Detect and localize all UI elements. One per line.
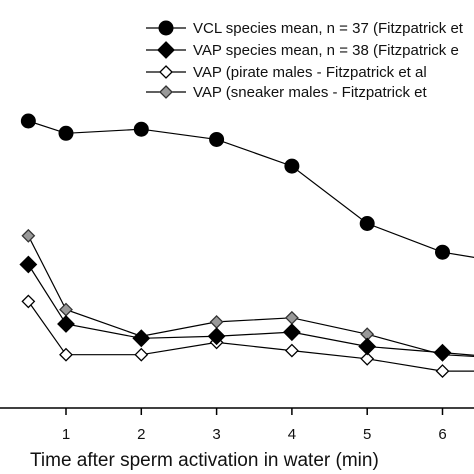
legend-item: VCL species mean, n = 37 (Fitzpatrick et bbox=[146, 20, 464, 37]
x-tick-label: 3 bbox=[212, 426, 220, 443]
legend-label: VAP (sneaker males - Fitzpatrick et bbox=[193, 84, 428, 101]
data-point bbox=[284, 158, 300, 174]
data-point bbox=[20, 113, 36, 129]
data-point bbox=[284, 310, 299, 325]
series-line bbox=[27, 235, 474, 358]
x-tick-label: 5 bbox=[363, 426, 371, 443]
series-line bbox=[27, 264, 474, 356]
legend-item: VAP (sneaker males - Fitzpatrick et bbox=[146, 84, 428, 101]
data-point bbox=[133, 121, 149, 137]
data-point bbox=[284, 343, 299, 358]
x-tick-label: 2 bbox=[137, 426, 145, 443]
x-tick-label: 1 bbox=[62, 426, 70, 443]
legend-label: VAP species mean, n = 38 (Fitzpatrick e bbox=[193, 42, 459, 59]
data-point bbox=[59, 302, 73, 317]
data-point bbox=[209, 131, 225, 147]
x-axis-label: Time after sperm activation in water (mi… bbox=[30, 450, 379, 471]
x-tick-label: 4 bbox=[288, 426, 296, 443]
data-point bbox=[207, 327, 226, 346]
data-point bbox=[19, 255, 38, 274]
legend-label: VAP (pirate males - Fitzpatrick et al bbox=[193, 64, 427, 81]
data-point bbox=[209, 314, 224, 329]
legend-label: VCL species mean, n = 37 (Fitzpatrick et bbox=[193, 20, 464, 37]
data-point bbox=[134, 347, 149, 362]
series-line bbox=[27, 301, 474, 372]
legend-marker bbox=[159, 85, 173, 99]
data-point bbox=[59, 347, 73, 362]
series-2 bbox=[19, 255, 474, 362]
data-point bbox=[21, 294, 36, 309]
legend-marker bbox=[157, 41, 175, 59]
series-line bbox=[28, 120, 474, 258]
data-point bbox=[358, 337, 377, 356]
series-1 bbox=[20, 113, 474, 260]
legend: VCL species mean, n = 37 (Fitzpatrick et… bbox=[146, 20, 464, 101]
data-point bbox=[132, 329, 151, 348]
data-point bbox=[282, 323, 301, 342]
x-ticks: 1 2 3 4 5 6 bbox=[62, 408, 447, 443]
legend-item: VAP species mean, n = 38 (Fitzpatrick e bbox=[146, 41, 459, 59]
data-point bbox=[58, 125, 74, 141]
series-4 bbox=[21, 228, 474, 362]
data-point bbox=[57, 315, 75, 333]
series-layer bbox=[19, 113, 474, 379]
data-point bbox=[21, 228, 36, 243]
series-3 bbox=[21, 294, 474, 379]
data-point bbox=[360, 351, 375, 366]
data-point bbox=[433, 343, 452, 362]
legend-marker bbox=[158, 20, 174, 36]
x-tick-label: 6 bbox=[438, 426, 446, 443]
legend-marker bbox=[159, 65, 173, 79]
legend-item: VAP (pirate males - Fitzpatrick et al bbox=[146, 64, 427, 81]
data-point bbox=[359, 216, 375, 231]
data-point bbox=[435, 364, 450, 379]
data-point bbox=[435, 244, 450, 260]
